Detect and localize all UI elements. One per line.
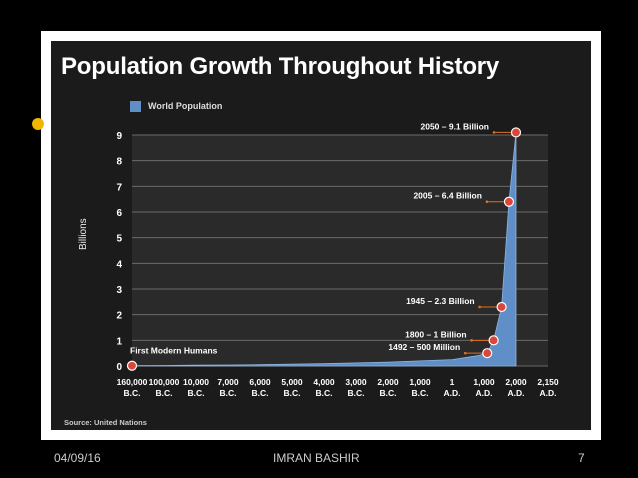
footer-date: 04/09/16 xyxy=(54,451,101,465)
x-tick-label-era: B.C. xyxy=(412,388,429,398)
footer-page-number: 7 xyxy=(578,451,585,465)
x-tick-label-era: B.C. xyxy=(316,388,333,398)
x-tick-label: 1 xyxy=(450,377,455,387)
y-tick-label: 6 xyxy=(116,208,122,219)
x-tick-label: 2,000 xyxy=(377,377,399,387)
bullet-dot-icon xyxy=(32,118,44,130)
x-tick-label: 4,000 xyxy=(313,377,335,387)
source-note: Source: United Nations xyxy=(64,418,147,427)
annotation-leader-dot xyxy=(478,305,481,309)
x-tick-label-era: A.D. xyxy=(444,388,461,398)
series-area-world-population xyxy=(131,132,517,367)
x-tick-label-era: B.C. xyxy=(284,388,301,398)
x-tick-label-era: B.C. xyxy=(188,388,205,398)
x-tick-label: 1,000 xyxy=(409,377,431,387)
x-tick-label: 6,000 xyxy=(249,377,271,387)
x-tick-label-era: B.C. xyxy=(220,388,237,398)
x-tick-label: 100,000 xyxy=(149,377,180,387)
y-tick-label: 9 xyxy=(116,131,122,142)
x-tick-label: 1,000 xyxy=(473,377,495,387)
y-tick-label: 1 xyxy=(116,336,122,347)
x-tick-label: 2,150 xyxy=(537,377,559,387)
y-tick-label: 4 xyxy=(116,259,122,270)
x-tick-label: 3,000 xyxy=(345,377,367,387)
annotation-label: 2005 – 6.4 Billion xyxy=(413,191,482,201)
annotation-leader-dot xyxy=(470,339,473,342)
annotation-label: First Modern Humans xyxy=(130,346,218,356)
annotation-marker xyxy=(126,360,138,371)
annotation-marker xyxy=(510,127,522,138)
y-tick-label: 0 xyxy=(116,362,122,373)
x-tick-label: 160,000 xyxy=(117,377,148,387)
y-tick-label: 5 xyxy=(116,234,122,245)
x-tick-label-era: B.C. xyxy=(124,388,141,398)
annotation-label: 1800 – 1 Billion xyxy=(405,329,466,339)
annotation-marker xyxy=(503,196,515,207)
x-tick-label: 7,000 xyxy=(217,377,239,387)
legend-label-world-population: World Population xyxy=(148,101,223,111)
x-tick-label-era: A.D. xyxy=(540,388,557,398)
y-tick-label: 3 xyxy=(116,285,122,296)
x-tick-label-era: A.D. xyxy=(476,388,493,398)
annotation-leader-dot xyxy=(492,131,496,134)
annotation-marker xyxy=(482,348,493,359)
annotation-leader-dot xyxy=(485,200,489,204)
plot-area xyxy=(132,135,548,366)
annotation-label: 2050 – 9.1 Billion xyxy=(420,121,489,131)
x-tick-label: 5,000 xyxy=(281,377,303,387)
y-tick-label: 8 xyxy=(116,157,122,168)
x-tick-label-era: B.C. xyxy=(380,388,397,398)
chart-title: Population Growth Throughout History xyxy=(61,53,500,80)
annotation-marker xyxy=(488,335,499,346)
annotation-label: 1492 – 500 Million xyxy=(388,342,460,352)
x-tick-label: 10,000 xyxy=(183,377,209,387)
x-tick-label-era: B.C. xyxy=(252,388,269,398)
annotation-label: 1945 – 2.3 Billion xyxy=(406,296,475,306)
legend-swatch-world-population xyxy=(130,101,141,112)
y-tick-label: 2 xyxy=(116,311,122,322)
footer-author: IMRAN BASHIR xyxy=(273,451,360,465)
x-tick-label-era: A.D. xyxy=(508,388,525,398)
annotation-leader-dot xyxy=(463,351,467,355)
x-tick-label: 2,000 xyxy=(505,377,527,387)
x-tick-label-era: B.C. xyxy=(156,388,173,398)
x-tick-label-era: B.C. xyxy=(348,388,365,398)
y-tick-label: 7 xyxy=(116,182,122,193)
annotation-marker xyxy=(496,301,507,313)
